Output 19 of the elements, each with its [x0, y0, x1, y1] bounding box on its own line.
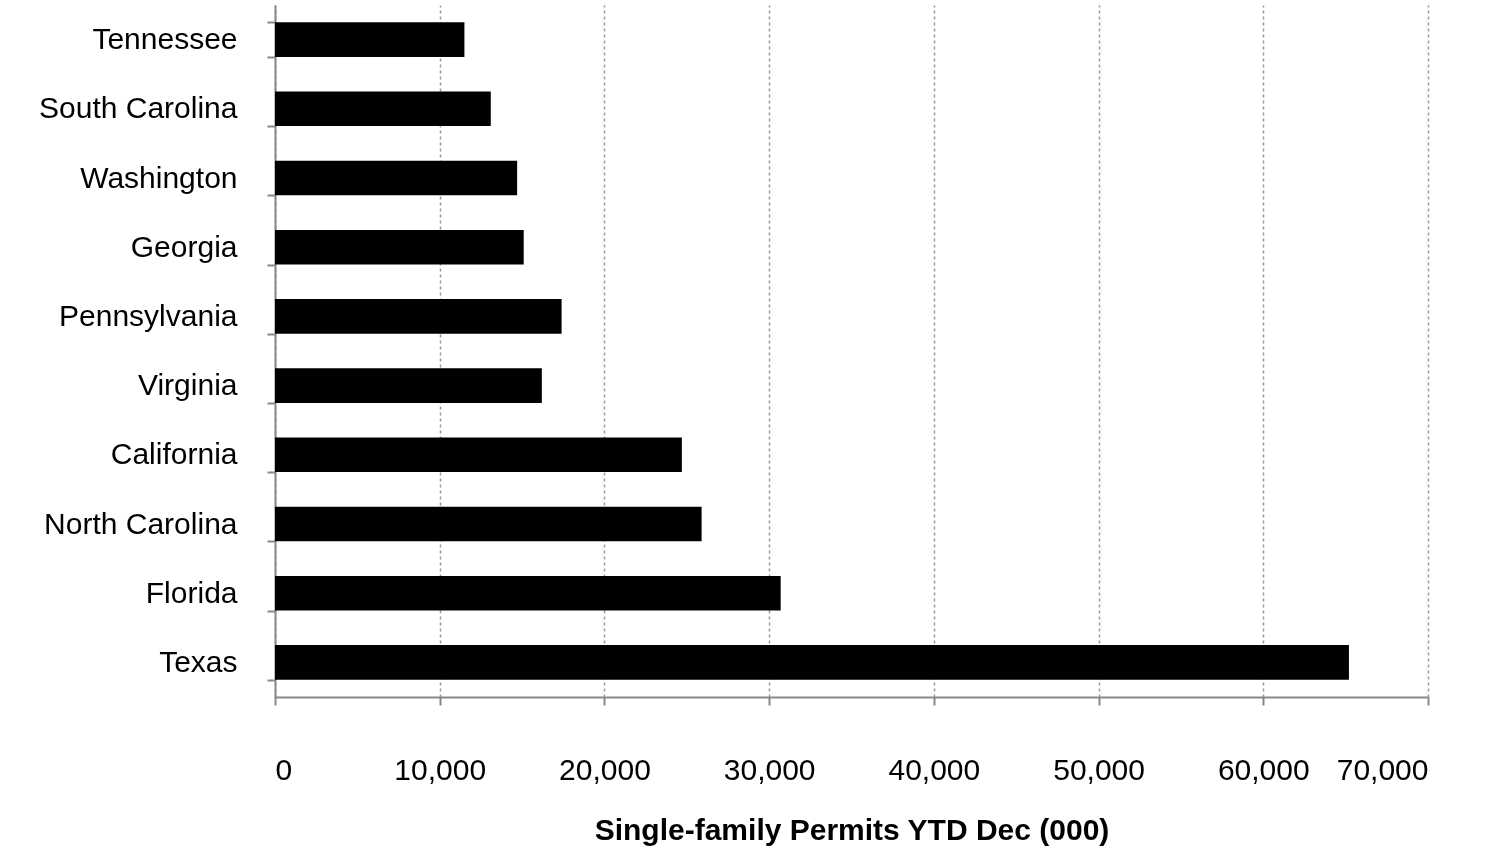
x-tick-label: 50,000	[1053, 752, 1145, 786]
y-tick-label: Tennessee	[92, 22, 238, 56]
y-tick-label: Pennsylvania	[59, 298, 238, 332]
y-tick-label: North Carolina	[44, 506, 238, 540]
y-tick-label: South Carolina	[39, 91, 238, 125]
y-tick-label: Texas	[159, 644, 238, 678]
x-tick-label: 60,000	[1217, 752, 1310, 786]
x-tick-label: 40,000	[888, 752, 981, 786]
y-tick-label: Virginia	[137, 368, 238, 402]
x-tick-label: 20,000	[559, 752, 651, 786]
x-tick-label: 0	[275, 752, 293, 786]
x-tick-label: 10,000	[394, 752, 487, 786]
y-tick-label: Washington	[80, 160, 238, 194]
x-tick-label: 70,000	[1336, 752, 1429, 786]
x-tick-label: 30,000	[723, 752, 816, 786]
y-tick-label: Florida	[145, 575, 238, 609]
x-axis-title: Single-family Permits YTD Dec (000)	[594, 812, 1110, 846]
y-tick-label: Georgia	[130, 229, 238, 263]
y-tick-label: California	[110, 437, 238, 471]
